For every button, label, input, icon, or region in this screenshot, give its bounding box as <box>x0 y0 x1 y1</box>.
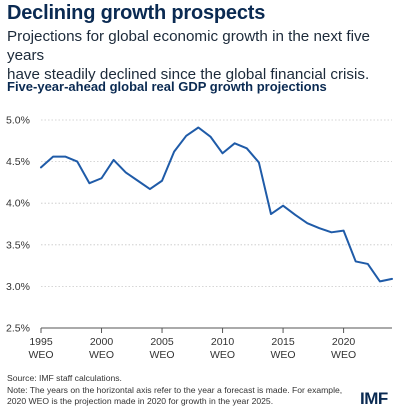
x-tick-sublabel: WEO <box>331 349 356 361</box>
page-title: Declining growth prospects <box>7 2 266 24</box>
x-tick-label: 2005 <box>150 336 174 348</box>
line-chart: 2.5%3.0%3.5%4.0%4.5%5.0% 1995WEO2000WEO2… <box>6 115 393 361</box>
x-tick-label: 2020 <box>332 336 356 348</box>
x-tick-label: 2000 <box>90 336 114 348</box>
chart-title: Five-year-ahead global real GDP growth p… <box>7 79 327 94</box>
x-tick-sublabel: WEO <box>149 349 174 361</box>
subtitle-line: have steadily declined since the global … <box>7 66 370 83</box>
y-tick-label: 5.0% <box>6 115 30 127</box>
note-text: 2020 WEO is the projection made in 2020 … <box>7 396 274 407</box>
y-tick-label: 4.5% <box>6 156 30 168</box>
subtitle-line: Projections for global economic growth i… <box>7 28 371 64</box>
y-tick-label: 3.0% <box>6 281 30 293</box>
x-tick-sublabel: WEO <box>28 349 53 361</box>
imf-logo: IMF <box>360 389 388 408</box>
x-tick-label: 2010 <box>211 336 235 348</box>
x-tick-sublabel: WEO <box>271 349 296 361</box>
x-tick-sublabel: WEO <box>210 349 235 361</box>
x-tick-sublabel: WEO <box>89 349 114 361</box>
x-tick-label: 2015 <box>271 336 295 348</box>
subtitle: Projections for global economic growth i… <box>7 27 402 84</box>
source-text: Source: IMF staff calculations. <box>7 373 122 383</box>
chart-footnote: Source: IMF staff calculations. Note: Th… <box>7 373 342 408</box>
series-line <box>40 126 393 283</box>
y-tick-label: 2.5% <box>6 323 30 335</box>
note-text: Note: The years on the horizontal axis r… <box>7 384 343 395</box>
y-tick-label: 3.5% <box>6 239 30 251</box>
y-tick-label: 4.0% <box>6 198 30 210</box>
x-tick-label: 1995 <box>29 336 53 348</box>
